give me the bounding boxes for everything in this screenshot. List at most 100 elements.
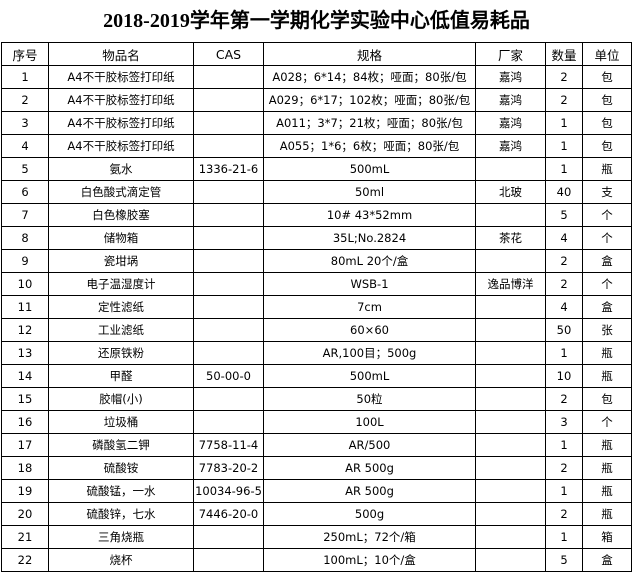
table-cell: 氨水: [48, 157, 194, 181]
table-cell: 瓶: [582, 157, 632, 181]
table-cell: 1: [545, 111, 583, 135]
table-cell: 250mL；72个/箱: [263, 525, 476, 549]
table-cell: 100L: [263, 410, 476, 434]
table-cell: 个: [582, 410, 632, 434]
table-cell: [475, 341, 546, 365]
table-cell: 还原铁粉: [48, 341, 194, 365]
table-cell: 1: [545, 157, 583, 181]
table-cell: [475, 203, 546, 227]
table-cell: 包: [582, 88, 632, 112]
table-cell: 2: [545, 249, 583, 273]
column-header: 数量: [545, 42, 583, 66]
table-row: 8 储物箱 35L;No.2824 茶花 4 个: [1, 226, 632, 250]
table-cell: [475, 456, 546, 480]
table-cell: AR,100目；500g: [263, 341, 476, 365]
table-row: 11 定性滤纸 7cm 4 盒: [1, 295, 632, 319]
table-cell: 7783-20-2: [193, 456, 264, 480]
table-cell: 50ml: [263, 180, 476, 204]
table-cell: 1: [545, 341, 583, 365]
table-row: 15 胶帽(小) 50粒 2 包: [1, 387, 632, 411]
table-cell: 包: [582, 111, 632, 135]
table-cell: [193, 111, 264, 135]
table-cell: 100mL；10个/盒: [263, 548, 476, 572]
table-row: 21 三角烧瓶 250mL；72个/箱 1 箱: [1, 525, 632, 549]
column-header: CAS: [193, 42, 264, 66]
table-cell: AR/500: [263, 433, 476, 457]
table-cell: 个: [582, 203, 632, 227]
table-cell: 500mL: [263, 157, 476, 181]
table-row: 19 硫酸锰，一水 10034-96-5 AR 500g 1 瓶: [1, 479, 632, 503]
table-cell: [475, 387, 546, 411]
table-cell: 瓶: [582, 502, 632, 526]
table-cell: A4不干胶标签打印纸: [48, 65, 194, 89]
table-row: 12 工业滤纸 60×60 50 张: [1, 318, 632, 342]
table-cell: [475, 433, 546, 457]
table-row: 17 磷酸氢二钾 7758-11-4 AR/500 1 瓶: [1, 433, 632, 457]
table-cell: 盒: [582, 548, 632, 572]
table-cell: 硫酸锰，一水: [48, 479, 194, 503]
table-cell: 4: [545, 295, 583, 319]
table-cell: 3: [545, 410, 583, 434]
table-cell: 6: [1, 180, 49, 204]
table-cell: [475, 502, 546, 526]
table-cell: 14: [1, 364, 49, 388]
table-cell: 支: [582, 180, 632, 204]
table-cell: 50: [545, 318, 583, 342]
column-header: 单位: [582, 42, 632, 66]
table-cell: 2: [545, 387, 583, 411]
column-header: 序号: [1, 42, 49, 66]
table-cell: [475, 295, 546, 319]
table-body: 1 A4不干胶标签打印纸 A028；6*14；84枚；哑面；80张/包 嘉鸿 2 包 2 A4…: [1, 65, 632, 572]
table-cell: 12: [1, 318, 49, 342]
table-cell: 胶帽(小): [48, 387, 194, 411]
table-cell: 4: [545, 226, 583, 250]
table-cell: 张: [582, 318, 632, 342]
table-row: 10 电子温湿度计 WSB-1 逸品博洋 2 个: [1, 272, 632, 296]
table-cell: [193, 548, 264, 572]
table-row: 9 瓷坩埚 80mL 20个/盒 2 盒: [1, 249, 632, 273]
table-row: 13 还原铁粉 AR,100目；500g 1 瓶: [1, 341, 632, 365]
table-cell: 7cm: [263, 295, 476, 319]
table-cell: 10: [545, 364, 583, 388]
table-cell: 2: [1, 88, 49, 112]
table: 序号 物品名 CAS 规格 厂家 数量 单位 1 A4不干胶标签打印纸 A028；6*14；84…: [1, 42, 632, 572]
table-cell: [193, 65, 264, 89]
table-cell: 7: [1, 203, 49, 227]
table-cell: [193, 226, 264, 250]
table-cell: 1: [1, 65, 49, 89]
table-cell: 包: [582, 65, 632, 89]
table-row: 1 A4不干胶标签打印纸 A028；6*14；84枚；哑面；80张/包 嘉鸿 2 包: [1, 65, 632, 89]
table-cell: 40: [545, 180, 583, 204]
table-cell: 5: [545, 548, 583, 572]
table-cell: 逸品博洋: [475, 272, 546, 296]
table-cell: 个: [582, 272, 632, 296]
table-cell: 1: [545, 479, 583, 503]
table-row: 16 垃圾桶 100L 3 个: [1, 410, 632, 434]
table-cell: 21: [1, 525, 49, 549]
table-cell: 白色酸式滴定管: [48, 180, 194, 204]
table-cell: 10# 43*52mm: [263, 203, 476, 227]
table-cell: 瓶: [582, 456, 632, 480]
table-cell: 垃圾桶: [48, 410, 194, 434]
table-cell: 2: [545, 88, 583, 112]
table-cell: 包: [582, 134, 632, 158]
column-header: 规格: [263, 42, 476, 66]
table-cell: 电子温湿度计: [48, 272, 194, 296]
table-cell: 硫酸锌，七水: [48, 502, 194, 526]
table-cell: 2: [545, 65, 583, 89]
table-cell: 4: [1, 134, 49, 158]
table-cell: 储物箱: [48, 226, 194, 250]
table-cell: [193, 272, 264, 296]
table-cell: AR 500g: [263, 456, 476, 480]
table-cell: 定性滤纸: [48, 295, 194, 319]
table-cell: [193, 203, 264, 227]
table-cell: 11: [1, 295, 49, 319]
table-cell: 7446-20-0: [193, 502, 264, 526]
table-cell: 1: [545, 134, 583, 158]
table-cell: 3: [1, 111, 49, 135]
table-cell: 瓶: [582, 433, 632, 457]
table-cell: [193, 249, 264, 273]
table-cell: WSB-1: [263, 272, 476, 296]
table-cell: 5: [545, 203, 583, 227]
